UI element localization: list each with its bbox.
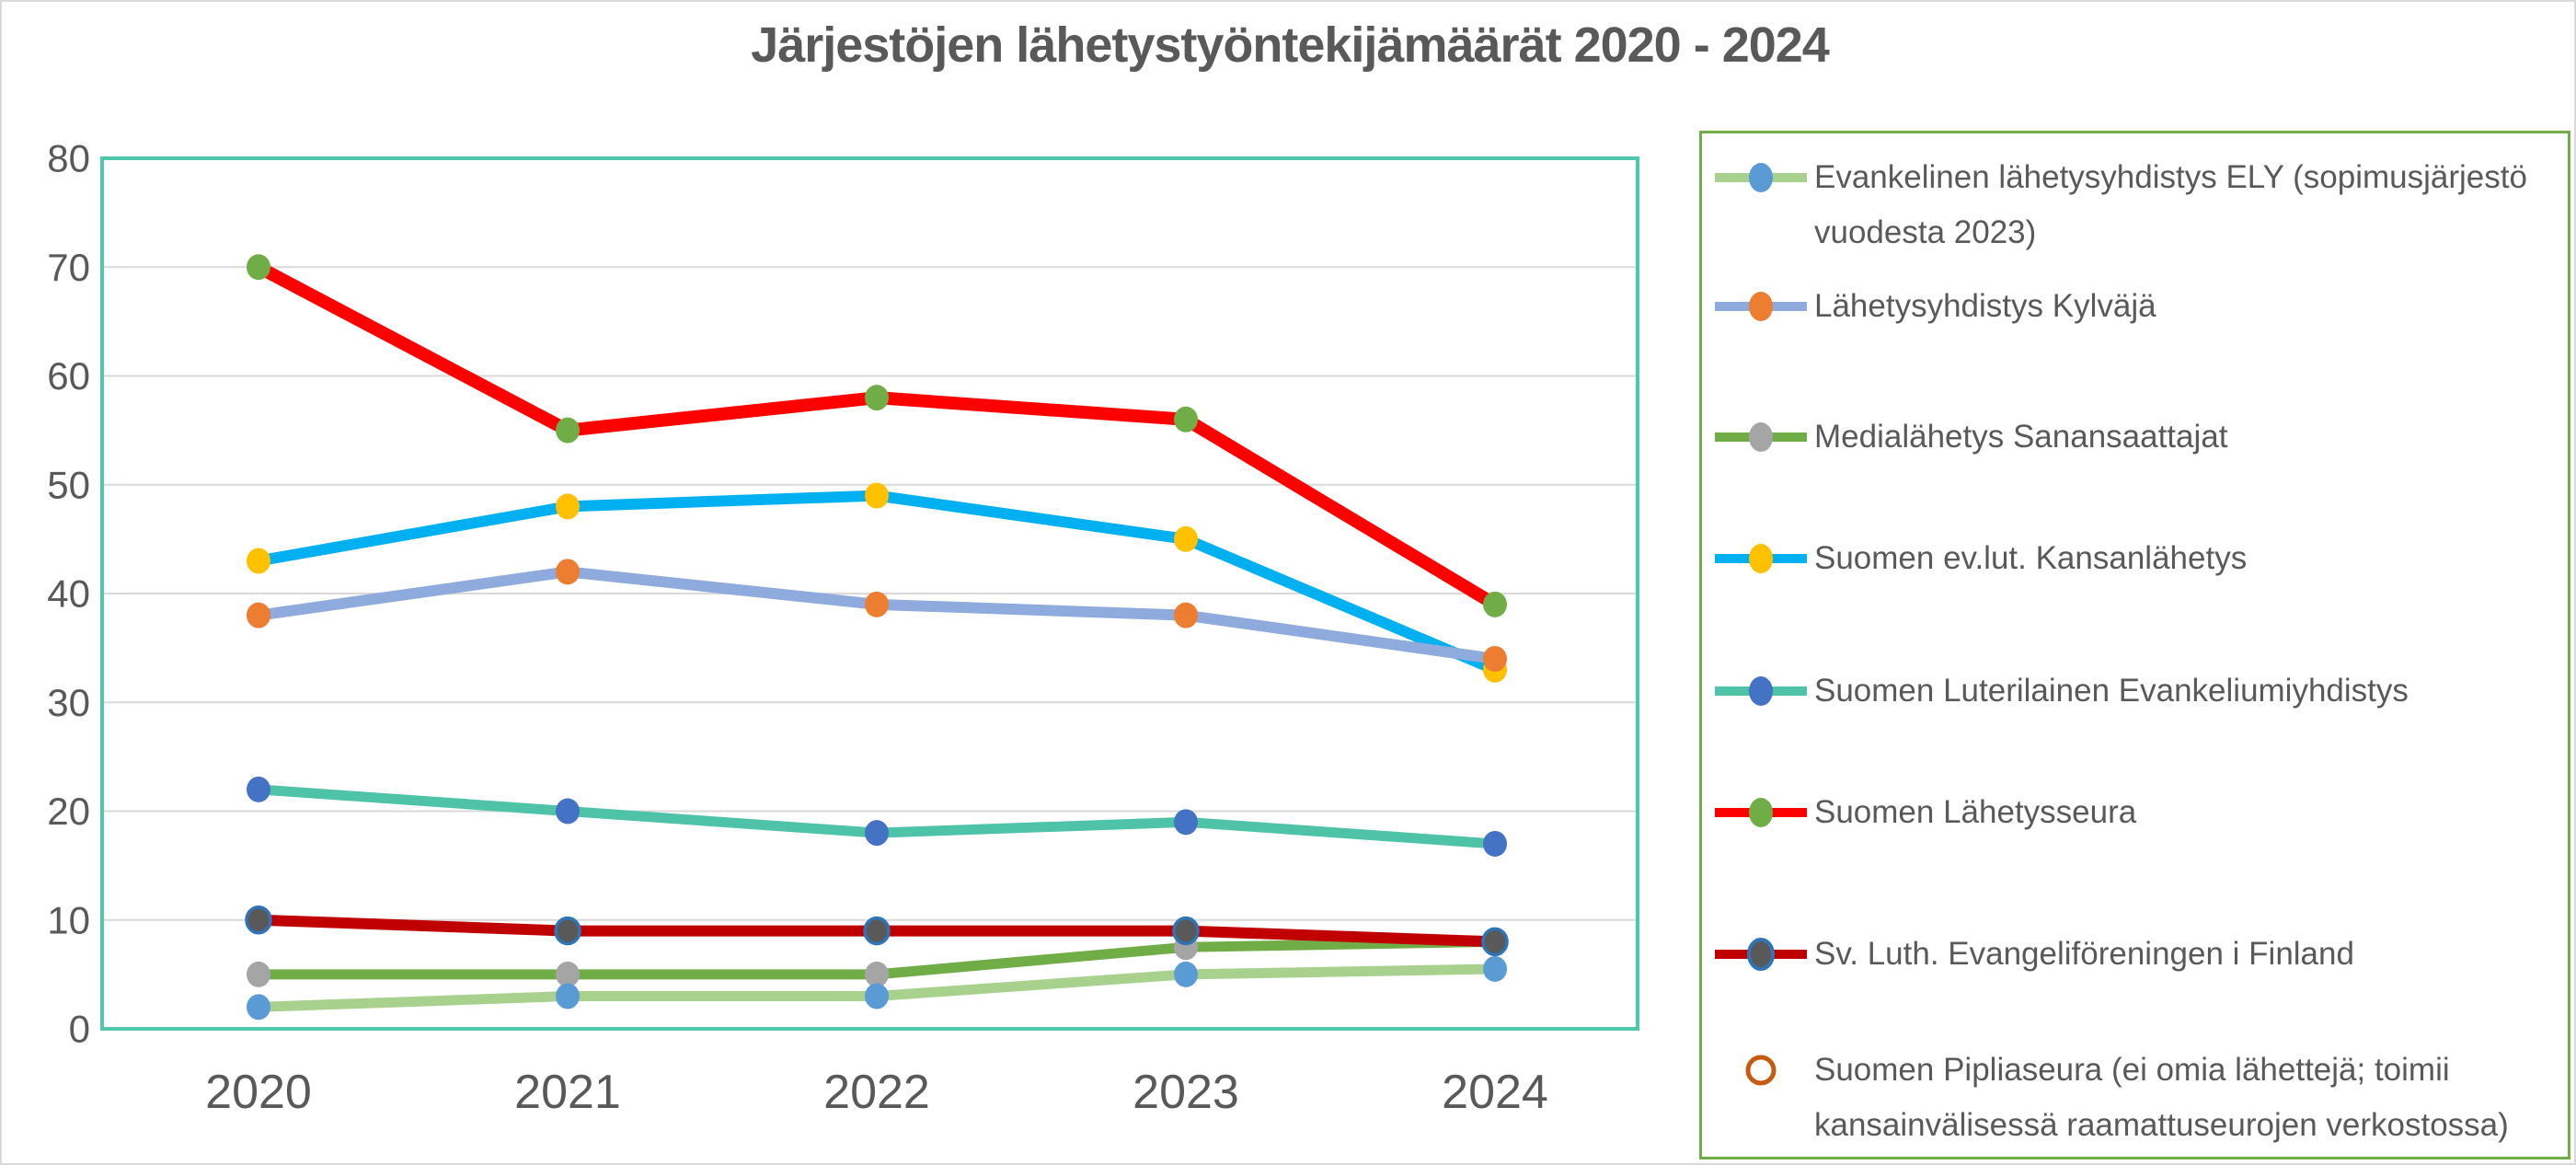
series-marker-3 xyxy=(556,493,580,520)
legend-label: Medialähetys Sanansaattajat xyxy=(1814,419,2228,455)
series-marker-5 xyxy=(247,254,270,281)
series-marker-4 xyxy=(1483,830,1507,857)
legend-swatch-icon xyxy=(1715,676,1807,706)
legend-marker-icon xyxy=(1749,422,1773,452)
legend-marker-icon xyxy=(1749,163,1773,192)
x-axis-tick-label: 2023 xyxy=(1133,1066,1239,1119)
legend-swatch-icon xyxy=(1715,544,1807,573)
series-marker-1 xyxy=(247,602,270,629)
open-circle-marker-icon xyxy=(1745,1055,1777,1086)
legend-item-kansanlahetys: Suomen ev.lut. Kansanlähetys xyxy=(1715,531,2557,586)
legend-label: Suomen Pipliaseura (ei omia lähettejä; t… xyxy=(1814,1052,2509,1143)
series-line-3 xyxy=(257,490,1498,675)
series-marker-2 xyxy=(865,961,889,987)
legend-item-evankeliumiyhdistys: Suomen Luterilainen Evankeliumiyhdistys xyxy=(1715,663,2557,719)
series-marker-6 xyxy=(863,916,891,946)
series-marker-4 xyxy=(247,776,270,802)
series-marker-5 xyxy=(1174,406,1198,433)
series-marker-2 xyxy=(556,961,580,987)
series-marker-1 xyxy=(556,559,580,585)
y-axis-tick-label: 70 xyxy=(47,246,90,289)
legend-marker-icon xyxy=(1747,938,1775,971)
series-marker-5 xyxy=(1483,591,1507,617)
y-axis-tick-label: 0 xyxy=(69,1008,90,1051)
series-marker-4 xyxy=(865,820,889,847)
legend-swatch-icon xyxy=(1715,798,1807,827)
series-marker-0 xyxy=(865,983,889,1009)
legend-item-lahetysseura: Suomen Lähetysseura xyxy=(1715,785,2557,840)
legend-marker-icon xyxy=(1749,798,1773,827)
legend-item-ely: Evankelinen lähetysyhdistys ELY (sopimus… xyxy=(1715,150,2557,260)
legend-label: Suomen ev.lut. Kansanlähetys xyxy=(1814,540,2248,576)
legend-label: Suomen Luterilainen Evankeliumiyhdistys xyxy=(1814,673,2409,709)
series-marker-5 xyxy=(556,417,580,444)
series-marker-3 xyxy=(247,548,270,574)
legend-swatch-icon xyxy=(1715,422,1807,452)
legend-marker-icon xyxy=(1749,676,1773,706)
legend-item-kylvaja: Lähetysyhdistys Kylväjä xyxy=(1715,279,2557,334)
series-marker-6 xyxy=(1481,927,1509,957)
legend-label: Suomen Lähetysseura xyxy=(1814,794,2137,830)
series-marker-5 xyxy=(865,385,889,411)
series-marker-6 xyxy=(1172,916,1200,946)
legend-swatch-icon xyxy=(1715,938,1807,971)
legend-item-medialahetys: Medialähetys Sanansaattajat xyxy=(1715,409,2557,465)
y-axis-tick-label: 60 xyxy=(47,354,90,398)
legend-marker-icon xyxy=(1749,292,1773,321)
legend-swatch-icon xyxy=(1715,292,1807,321)
chart-title: Järjestöjen lähetystyöntekijämäärät 2020… xyxy=(751,17,1830,73)
x-axis-tick-label: 2020 xyxy=(205,1066,312,1119)
series-line-5 xyxy=(255,261,1499,610)
y-axis-tick-label: 50 xyxy=(47,463,90,506)
series-marker-1 xyxy=(1483,645,1507,672)
y-axis-tick-label: 20 xyxy=(47,790,90,833)
y-axis-tick-label: 30 xyxy=(47,681,90,724)
series-marker-4 xyxy=(1174,809,1198,836)
series-marker-1 xyxy=(865,591,889,617)
legend: Evankelinen lähetysyhdistys ELY (sopimus… xyxy=(1699,131,2570,1159)
y-axis-tick-label: 80 xyxy=(47,137,90,180)
series-marker-2 xyxy=(247,961,270,987)
x-axis-tick-label: 2021 xyxy=(514,1066,621,1119)
series-marker-4 xyxy=(556,798,580,825)
series-marker-0 xyxy=(1483,955,1507,982)
legend-label: Sv. Luth. Evangeliföreningen i Finland xyxy=(1814,936,2354,972)
series-marker-6 xyxy=(245,905,272,935)
x-axis-tick-label: 2024 xyxy=(1442,1066,1548,1119)
legend-item-pipliaseura: Suomen Pipliaseura (ei omia lähettejä; t… xyxy=(1715,1043,2557,1153)
legend-swatch-icon xyxy=(1745,1055,1777,1086)
series-marker-0 xyxy=(247,994,270,1021)
plot-area-border xyxy=(100,156,1639,1031)
y-axis-tick-label: 10 xyxy=(47,898,90,941)
series-marker-0 xyxy=(1174,961,1198,987)
y-axis-tick-label: 40 xyxy=(47,572,90,616)
series-marker-3 xyxy=(865,482,889,509)
legend-item-sv-luth: Sv. Luth. Evangeliföreningen i Finland xyxy=(1715,927,2557,982)
legend-label: Evankelinen lähetysyhdistys ELY (sopimus… xyxy=(1814,159,2527,250)
legend-marker-icon xyxy=(1749,544,1773,573)
series-marker-6 xyxy=(554,916,581,946)
series-marker-0 xyxy=(556,983,580,1009)
series-marker-3 xyxy=(1174,525,1198,552)
x-axis-tick-label: 2022 xyxy=(823,1066,930,1119)
series-marker-1 xyxy=(1174,602,1198,629)
legend-label: Lähetysyhdistys Kylväjä xyxy=(1814,288,2156,324)
legend-swatch-icon xyxy=(1715,163,1807,192)
